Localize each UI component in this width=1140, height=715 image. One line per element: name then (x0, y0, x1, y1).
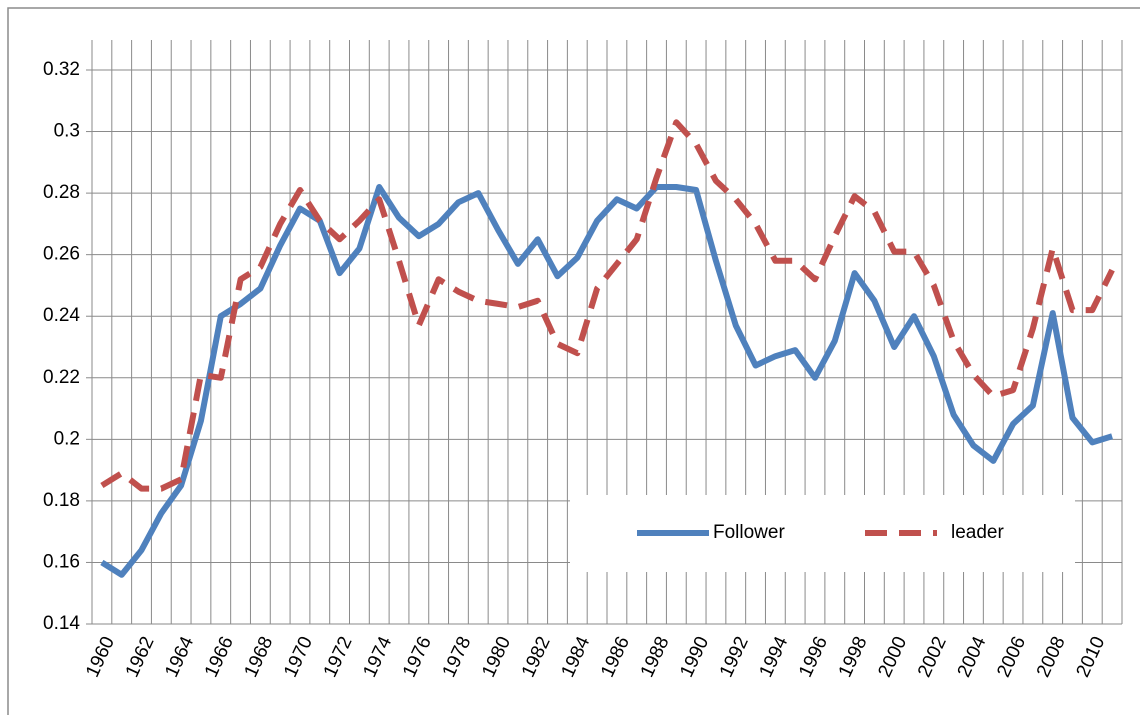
y-tick-label: 0.2 (54, 428, 80, 449)
y-tick-label: 0.14 (43, 613, 80, 634)
y-tick-label: 0.16 (43, 551, 80, 572)
series-line (100, 184, 1113, 578)
series-line (100, 119, 1115, 492)
y-tick-label: 0.22 (43, 367, 80, 388)
y-tick-label: 0.3 (54, 121, 80, 142)
chart-frame (7, 7, 1140, 715)
legend-label: leader (951, 522, 1004, 543)
y-tick-label: 0.28 (43, 182, 80, 203)
y-tick-label: 0.24 (43, 305, 80, 326)
y-tick-label: 0.18 (43, 490, 80, 511)
legend-label: Follower (713, 522, 785, 543)
y-tick-label: 0.32 (43, 59, 80, 80)
y-tick-label: 0.26 (43, 244, 80, 265)
